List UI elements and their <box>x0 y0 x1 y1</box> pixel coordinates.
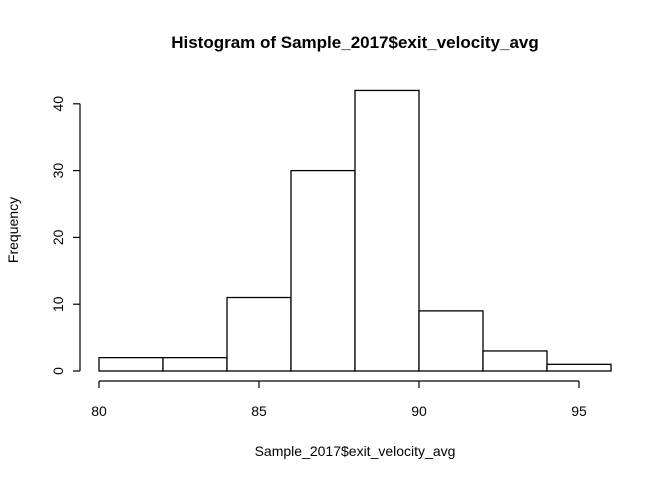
histogram-bar-5 <box>418 310 484 372</box>
histogram-bar-6 <box>482 350 548 372</box>
chart-title: Histogram of Sample_2017$exit_velocity_a… <box>171 33 539 52</box>
x-axis: 80 85 90 95 <box>91 380 587 419</box>
histogram-bar-2 <box>226 296 292 372</box>
y-tick-label-30: 30 <box>50 163 66 179</box>
y-axis: 0 10 20 30 40 <box>50 96 81 375</box>
x-tick-label-85: 85 <box>251 403 267 419</box>
y-tick-label-0: 0 <box>50 367 66 375</box>
y-axis-label: Frequency <box>5 197 21 263</box>
histogram-bar-1 <box>162 356 228 372</box>
y-tick-label-40: 40 <box>50 96 66 112</box>
histogram-bar-4 <box>354 89 420 372</box>
x-tick-label-80: 80 <box>91 403 107 419</box>
y-tick-label-20: 20 <box>50 229 66 245</box>
x-tick-label-95: 95 <box>571 403 587 419</box>
histogram-bar-3 <box>290 169 356 372</box>
histogram-bar-0 <box>98 356 164 372</box>
x-axis-label: Sample_2017$exit_velocity_avg <box>255 443 456 459</box>
histogram-bar-7 <box>546 363 612 372</box>
bars-group <box>98 89 612 372</box>
y-tick-label-10: 10 <box>50 296 66 312</box>
x-tick-label-90: 90 <box>411 403 427 419</box>
